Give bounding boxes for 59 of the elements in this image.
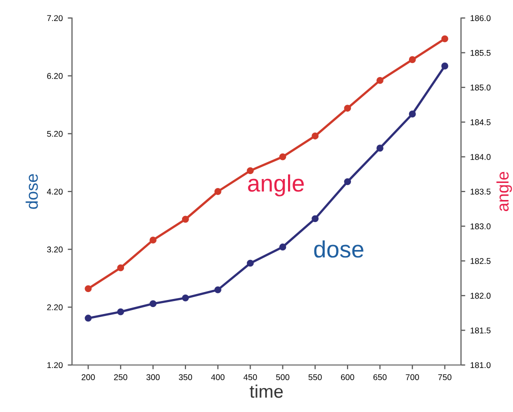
x-tick-label: 250 (114, 374, 128, 380)
y2-tick-label: 184.5 (470, 119, 491, 126)
y-tick-label: 7.20 (47, 15, 63, 22)
y-axis-title: dose (26, 174, 38, 209)
point (344, 104, 352, 112)
point (279, 153, 286, 160)
point (84, 285, 92, 292)
y-tick-label: 5.20 (47, 130, 63, 137)
point (117, 308, 124, 316)
y-tick-label: 3.20 (47, 246, 63, 252)
y2-tick-label: 181.0 (470, 362, 491, 368)
series-label: dose (314, 240, 364, 258)
y2-tick-label: 183.0 (470, 223, 491, 230)
y-tick-label: 4.20 (46, 188, 63, 195)
y2-tick-label: 182.0 (470, 292, 491, 299)
y-tick-label: 2.20 (47, 304, 63, 310)
y2-tick-label: 185.0 (470, 84, 491, 90)
x-tick-label: 550 (308, 374, 322, 380)
x-tick-label: 500 (276, 374, 290, 380)
point (344, 178, 352, 186)
point (214, 188, 222, 195)
y2-tick-label: 183.5 (470, 188, 491, 195)
y2-axis-title: angle (496, 172, 512, 212)
point (214, 286, 222, 294)
point (279, 244, 286, 250)
y2-tick-label: 181.5 (470, 328, 491, 334)
y2-tick-label: 185.5 (470, 50, 491, 56)
point (441, 35, 448, 42)
point (408, 110, 416, 118)
point (150, 236, 157, 244)
x-tick-label: 400 (211, 374, 224, 380)
point (182, 294, 189, 302)
point (246, 260, 254, 267)
series-label: angle (248, 174, 304, 196)
point (441, 62, 448, 70)
x-tick-label: 350 (178, 374, 192, 380)
x-tick-label: 750 (438, 374, 452, 380)
point (150, 300, 157, 308)
point (246, 167, 254, 174)
x-tick-label: 450 (244, 374, 257, 380)
point (312, 132, 319, 140)
y-tick-label: 6.20 (47, 73, 63, 79)
point (376, 144, 384, 152)
x-tick-label: 650 (373, 374, 387, 380)
y2-tick-label: 184.0 (470, 154, 491, 160)
x-tick-label: 300 (146, 374, 160, 380)
y-tick-label: 1.20 (47, 362, 63, 368)
point (312, 215, 319, 222)
point (182, 216, 189, 223)
x-axis-title: time (250, 384, 283, 398)
point (376, 76, 384, 84)
x-tick-label: 600 (341, 374, 354, 380)
x-tick-label: 700 (406, 374, 419, 380)
y2-tick-label: 182.5 (470, 258, 491, 264)
y2-tick-label: 186.0 (470, 15, 491, 22)
point (117, 264, 124, 272)
x-tick-label: 200 (82, 374, 95, 380)
point (408, 56, 416, 64)
point (84, 314, 92, 322)
